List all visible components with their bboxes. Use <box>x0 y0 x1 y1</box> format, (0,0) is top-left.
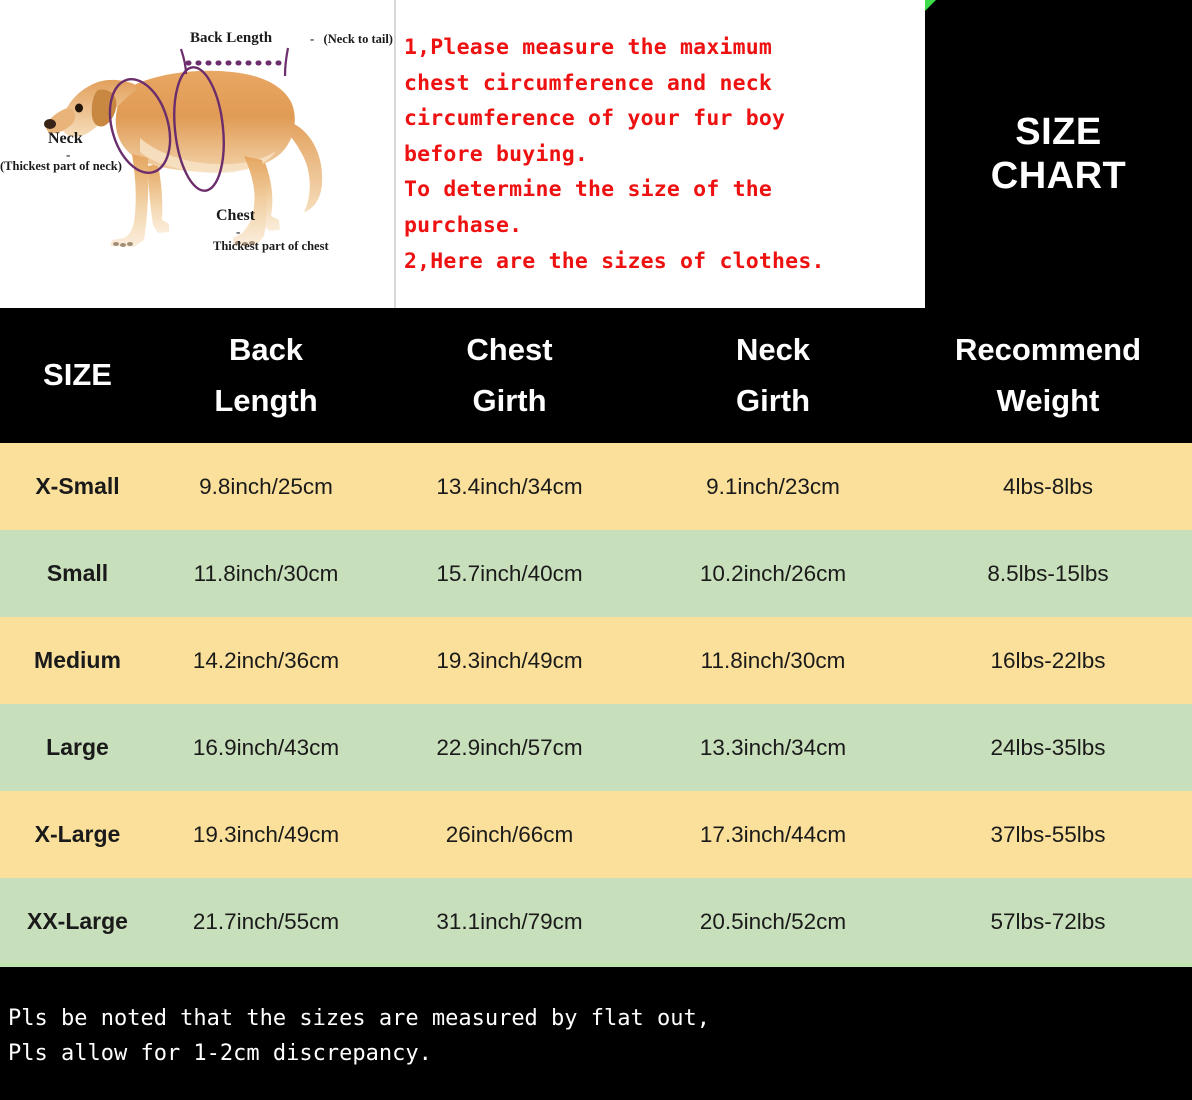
table-row: X-Small 9.8inch/25cm 13.4inch/34cm 9.1in… <box>0 443 1192 530</box>
table-row: Large 16.9inch/43cm 22.9inch/57cm 13.3in… <box>0 704 1192 791</box>
cell-weight: 4lbs-8lbs <box>904 443 1192 530</box>
cell-back-length: 16.9inch/43cm <box>155 704 377 791</box>
column-header-back-length: Back Length <box>155 308 377 443</box>
cell-size: XX-Large <box>0 878 155 965</box>
instruction-line-1: 1,Please measure the maximum <box>404 35 773 60</box>
cell-neck-girth: 9.1inch/23cm <box>642 443 904 530</box>
column-header-neck-girth-line2: Girth <box>735 382 811 418</box>
table-row: Medium 14.2inch/36cm 19.3inch/49cm 11.8i… <box>0 617 1192 704</box>
page-title-line-1: SIZE <box>1015 111 1102 153</box>
cell-size: Large <box>0 704 155 791</box>
back-length-measure-line <box>179 47 290 77</box>
footer-note-line-2: Pls allow for 1-2cm discrepancy. <box>8 1041 432 1066</box>
instruction-line-3: circumference of your fur boy <box>404 106 786 132</box>
back-length-label: Back Length <box>190 30 273 46</box>
page-title: SIZE CHART <box>991 110 1126 198</box>
cell-weight: 24lbs-35lbs <box>904 704 1192 791</box>
back-length-note: - (Neck to tail) <box>310 32 393 46</box>
cell-neck-girth: 13.3inch/34cm <box>642 704 904 791</box>
table-header: SIZE Back Length Chest Girth Neck Girth … <box>0 308 1192 443</box>
cell-chest-girth: 26inch/66cm <box>377 791 642 878</box>
instructions-panel: 1,Please measure the maximum chest circu… <box>396 0 925 308</box>
cell-neck-girth: 17.3inch/44cm <box>642 791 904 878</box>
table-row: XX-Large 21.7inch/55cm 31.1inch/79cm 20.… <box>0 878 1192 965</box>
chest-dash: - <box>236 224 241 239</box>
page-title-line-2: CHART <box>990 155 1127 197</box>
cell-back-length: 11.8inch/30cm <box>155 530 377 617</box>
neck-dash: - <box>66 147 71 162</box>
cell-size: Small <box>0 530 155 617</box>
column-header-chest-girth: Chest Girth <box>377 308 642 443</box>
chest-measure-ellipse <box>173 66 225 192</box>
column-header-chest-girth-line1: Chest <box>466 332 553 368</box>
cell-chest-girth: 15.7inch/40cm <box>377 530 642 617</box>
corner-accent-marker <box>925 0 936 11</box>
footer-note-line-1: Pls be noted that the sizes are measured… <box>8 1006 710 1031</box>
cell-weight: 8.5lbs-15lbs <box>904 530 1192 617</box>
column-header-size-line1: SIZE <box>43 357 112 393</box>
cell-size: Medium <box>0 617 155 704</box>
column-header-back-length-line1: Back <box>228 332 304 368</box>
table-body: X-Small 9.8inch/25cm 13.4inch/34cm 9.1in… <box>0 443 1192 965</box>
cell-chest-girth: 31.1inch/79cm <box>377 878 642 965</box>
column-header-neck-girth: Neck Girth <box>642 308 904 443</box>
dog-measurement-diagram-panel: Back Length - (Neck to tail) Neck - (Thi… <box>0 0 396 308</box>
size-chart-title-block: SIZE CHART <box>925 0 1192 308</box>
chest-note: Thickest part of chest <box>213 239 329 253</box>
cell-size: X-Small <box>0 443 155 530</box>
cell-chest-girth: 13.4inch/34cm <box>377 443 642 530</box>
cell-chest-girth: 19.3inch/49cm <box>377 617 642 704</box>
cell-neck-girth: 20.5inch/52cm <box>642 878 904 965</box>
cell-neck-girth: 11.8inch/30cm <box>642 617 904 704</box>
cell-size: X-Large <box>0 791 155 878</box>
column-header-recommend-weight-line1: Recommend <box>954 332 1142 368</box>
cell-weight: 37lbs-55lbs <box>904 791 1192 878</box>
chest-label: Chest <box>216 207 256 224</box>
cell-back-length: 9.8inch/25cm <box>155 443 377 530</box>
neck-label: Neck <box>48 130 83 147</box>
size-chart-table: SIZE Back Length Chest Girth Neck Girth … <box>0 308 1192 965</box>
table-row: X-Large 19.3inch/49cm 26inch/66cm 17.3in… <box>0 791 1192 878</box>
cell-back-length: 21.7inch/55cm <box>155 878 377 965</box>
column-header-back-length-line2: Length <box>214 382 318 418</box>
column-header-chest-girth-line2: Girth <box>472 382 547 418</box>
table-row: Small 11.8inch/30cm 15.7inch/40cm 10.2in… <box>0 530 1192 617</box>
neck-measure-ellipse <box>108 78 172 174</box>
cell-weight: 16lbs-22lbs <box>904 617 1192 704</box>
column-header-neck-girth-line1: Neck <box>735 332 811 368</box>
neck-note: (Thickest part of neck) <box>0 159 122 173</box>
column-header-recommend-weight: Recommend Weight <box>904 308 1192 443</box>
column-header-size: SIZE <box>0 308 155 443</box>
top-section: Back Length - (Neck to tail) Neck - (Thi… <box>0 0 1192 308</box>
instruction-line-6: purchase. <box>404 212 523 238</box>
instruction-line-4: before buying. <box>404 141 589 167</box>
footer-note: Pls be noted that the sizes are measured… <box>0 963 1192 1100</box>
cell-weight: 57lbs-72lbs <box>904 878 1192 965</box>
instruction-line-7: 2,Here are the sizes of clothes. <box>404 248 825 274</box>
dog-illustration <box>36 34 366 264</box>
cell-back-length: 14.2inch/36cm <box>155 617 377 704</box>
column-header-recommend-weight-line2: Weight <box>996 382 1100 418</box>
instruction-line-5: To determine the size of the <box>404 177 773 203</box>
instruction-line-2: chest circumference and neck <box>404 70 773 96</box>
cell-chest-girth: 22.9inch/57cm <box>377 704 642 791</box>
table-header-row: SIZE Back Length Chest Girth Neck Girth … <box>0 308 1192 443</box>
cell-back-length: 19.3inch/49cm <box>155 791 377 878</box>
cell-neck-girth: 10.2inch/26cm <box>642 530 904 617</box>
